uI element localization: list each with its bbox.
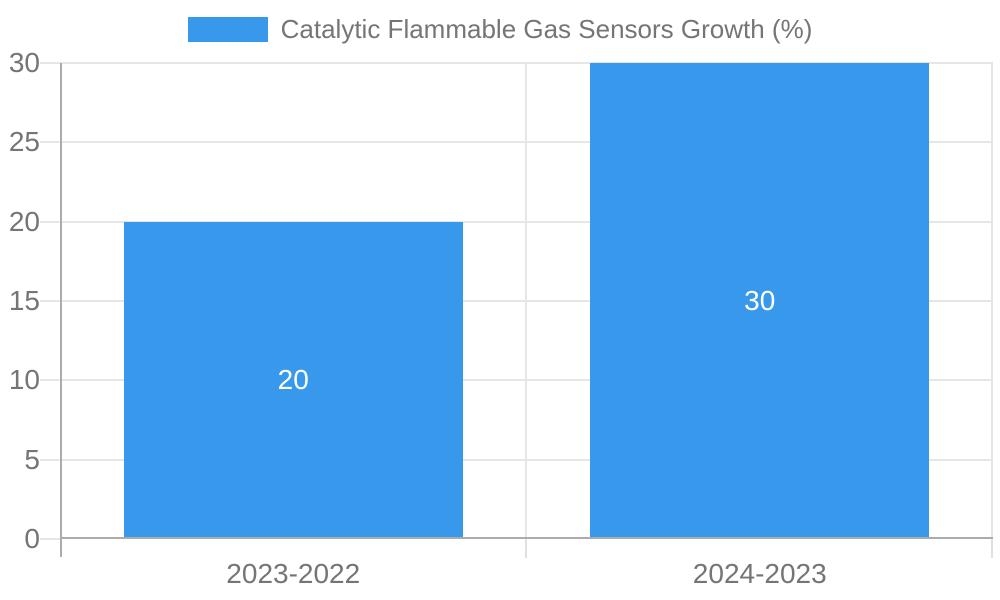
gridline-y-25 bbox=[60, 141, 993, 144]
y-tick-mark-5 bbox=[40, 458, 60, 461]
gridline-x-boundary-1 bbox=[524, 63, 527, 539]
bar-2024-2023 bbox=[590, 63, 930, 537]
y-axis-label-20: 20 bbox=[8, 205, 40, 237]
y-tick-mark-20 bbox=[40, 220, 60, 223]
y-tick-mark-10 bbox=[40, 379, 60, 382]
y-tick-mark-15 bbox=[40, 300, 60, 302]
y-tick-mark-25 bbox=[40, 141, 60, 144]
plot-area: 20 30 bbox=[40, 62, 993, 558]
x-axis-label-2023-2022: 2023-2022 bbox=[226, 558, 361, 589]
y-axis-label-5: 5 bbox=[24, 443, 40, 475]
gridline-x-boundary-2 bbox=[991, 63, 993, 539]
y-axis-line bbox=[60, 63, 62, 557]
bar-value-label-2024-2023: 30 bbox=[744, 285, 776, 316]
y-axis-label-10: 10 bbox=[8, 364, 40, 396]
legend-swatch bbox=[187, 17, 268, 42]
y-axis-label-15: 15 bbox=[8, 285, 40, 316]
y-axis-label-0: 0 bbox=[24, 523, 40, 554]
legend-label: Catalytic Flammable Gas Sensors Growth (… bbox=[280, 14, 813, 44]
gridline-y-30 bbox=[60, 62, 993, 64]
y-tick-mark-30 bbox=[40, 62, 60, 64]
x-tick-mark-1 bbox=[524, 539, 527, 558]
x-axis-label-2024-2023: 2024-2023 bbox=[692, 558, 827, 589]
gridline-y-5 bbox=[60, 458, 993, 461]
chart-legend-item[interactable]: Catalytic Flammable Gas Sensors Growth (… bbox=[0, 14, 1000, 45]
gridline-y-15 bbox=[60, 300, 993, 302]
y-axis-label-30: 30 bbox=[8, 47, 40, 78]
gridline-y-20 bbox=[60, 220, 993, 223]
y-axis-label-25: 25 bbox=[8, 126, 40, 158]
y-tick-mark-0 bbox=[40, 538, 60, 540]
bar-value-label-2023-2022: 20 bbox=[277, 364, 309, 396]
bar-2023-2022 bbox=[123, 221, 463, 537]
gridline-y-10 bbox=[60, 379, 993, 382]
x-tick-mark-2 bbox=[991, 539, 993, 558]
x-axis-line bbox=[60, 537, 993, 539]
